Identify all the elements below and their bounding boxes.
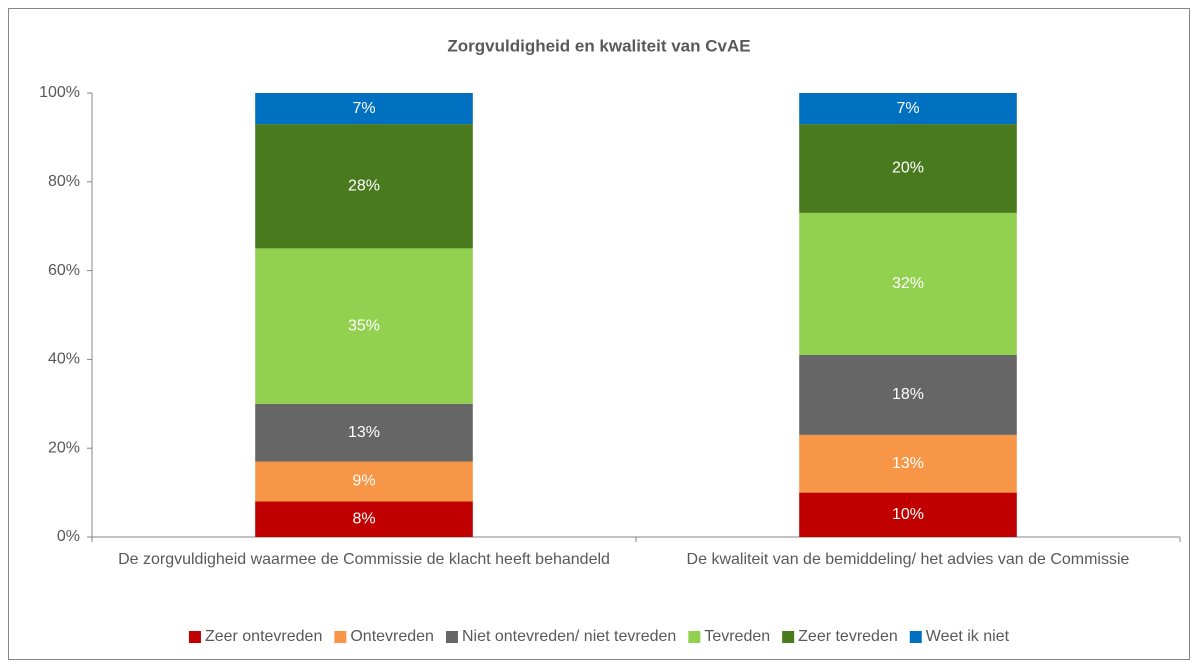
data-label: 7% (352, 100, 375, 117)
y-tick-label: 20% (48, 439, 80, 456)
bar-segment (799, 212, 1017, 355)
legend-label: Niet ontevreden/ niet tevreden (462, 628, 676, 645)
data-label: 13% (892, 455, 924, 472)
legend-swatch (334, 631, 347, 643)
data-label: 10% (892, 506, 924, 523)
legend-swatch (688, 631, 701, 643)
bar-segment (255, 403, 473, 462)
x-tick-label: De kwaliteit van de bemiddeling/ het adv… (686, 551, 1130, 568)
legend-swatch (909, 631, 922, 643)
data-label: 35% (348, 317, 380, 334)
chart-title: Zorgvuldigheid en kwaliteit van CvAE (447, 36, 750, 55)
legend-label: Zeer ontevreden (205, 628, 322, 645)
data-label: 9% (352, 473, 375, 490)
legend-label: Ontevreden (350, 628, 434, 645)
data-label: 18% (892, 386, 924, 403)
bar-segment (799, 492, 1017, 537)
data-label: 8% (352, 510, 375, 527)
bar-segment (255, 501, 473, 537)
bar-segment (255, 124, 473, 249)
legend-swatch (782, 631, 795, 643)
data-label: 13% (348, 424, 380, 441)
bar-segment (799, 354, 1017, 435)
y-tick-label: 100% (39, 84, 80, 101)
bar-segment (255, 461, 473, 502)
legend-swatch (188, 631, 201, 643)
bar-segment (255, 93, 473, 125)
legend-swatch (445, 631, 458, 643)
legend-label: Zeer tevreden (798, 628, 898, 645)
legend-label: Weet ik niet (926, 628, 1010, 645)
data-label: 7% (896, 100, 919, 117)
y-tick-label: 0% (57, 528, 80, 545)
y-tick-label: 40% (48, 351, 80, 368)
bar-segment (799, 434, 1017, 493)
legend-label: Tevreden (704, 628, 770, 645)
x-tick-label: De zorgvuldigheid waarmee de Commissie d… (118, 551, 610, 568)
data-label: 32% (892, 275, 924, 292)
data-label: 28% (348, 177, 380, 194)
bar-segment (799, 124, 1017, 213)
bar-segment (799, 93, 1017, 125)
bar-segment (255, 248, 473, 404)
y-tick-label: 80% (48, 173, 80, 190)
y-tick-label: 60% (48, 262, 80, 279)
data-label: 20% (892, 160, 924, 177)
